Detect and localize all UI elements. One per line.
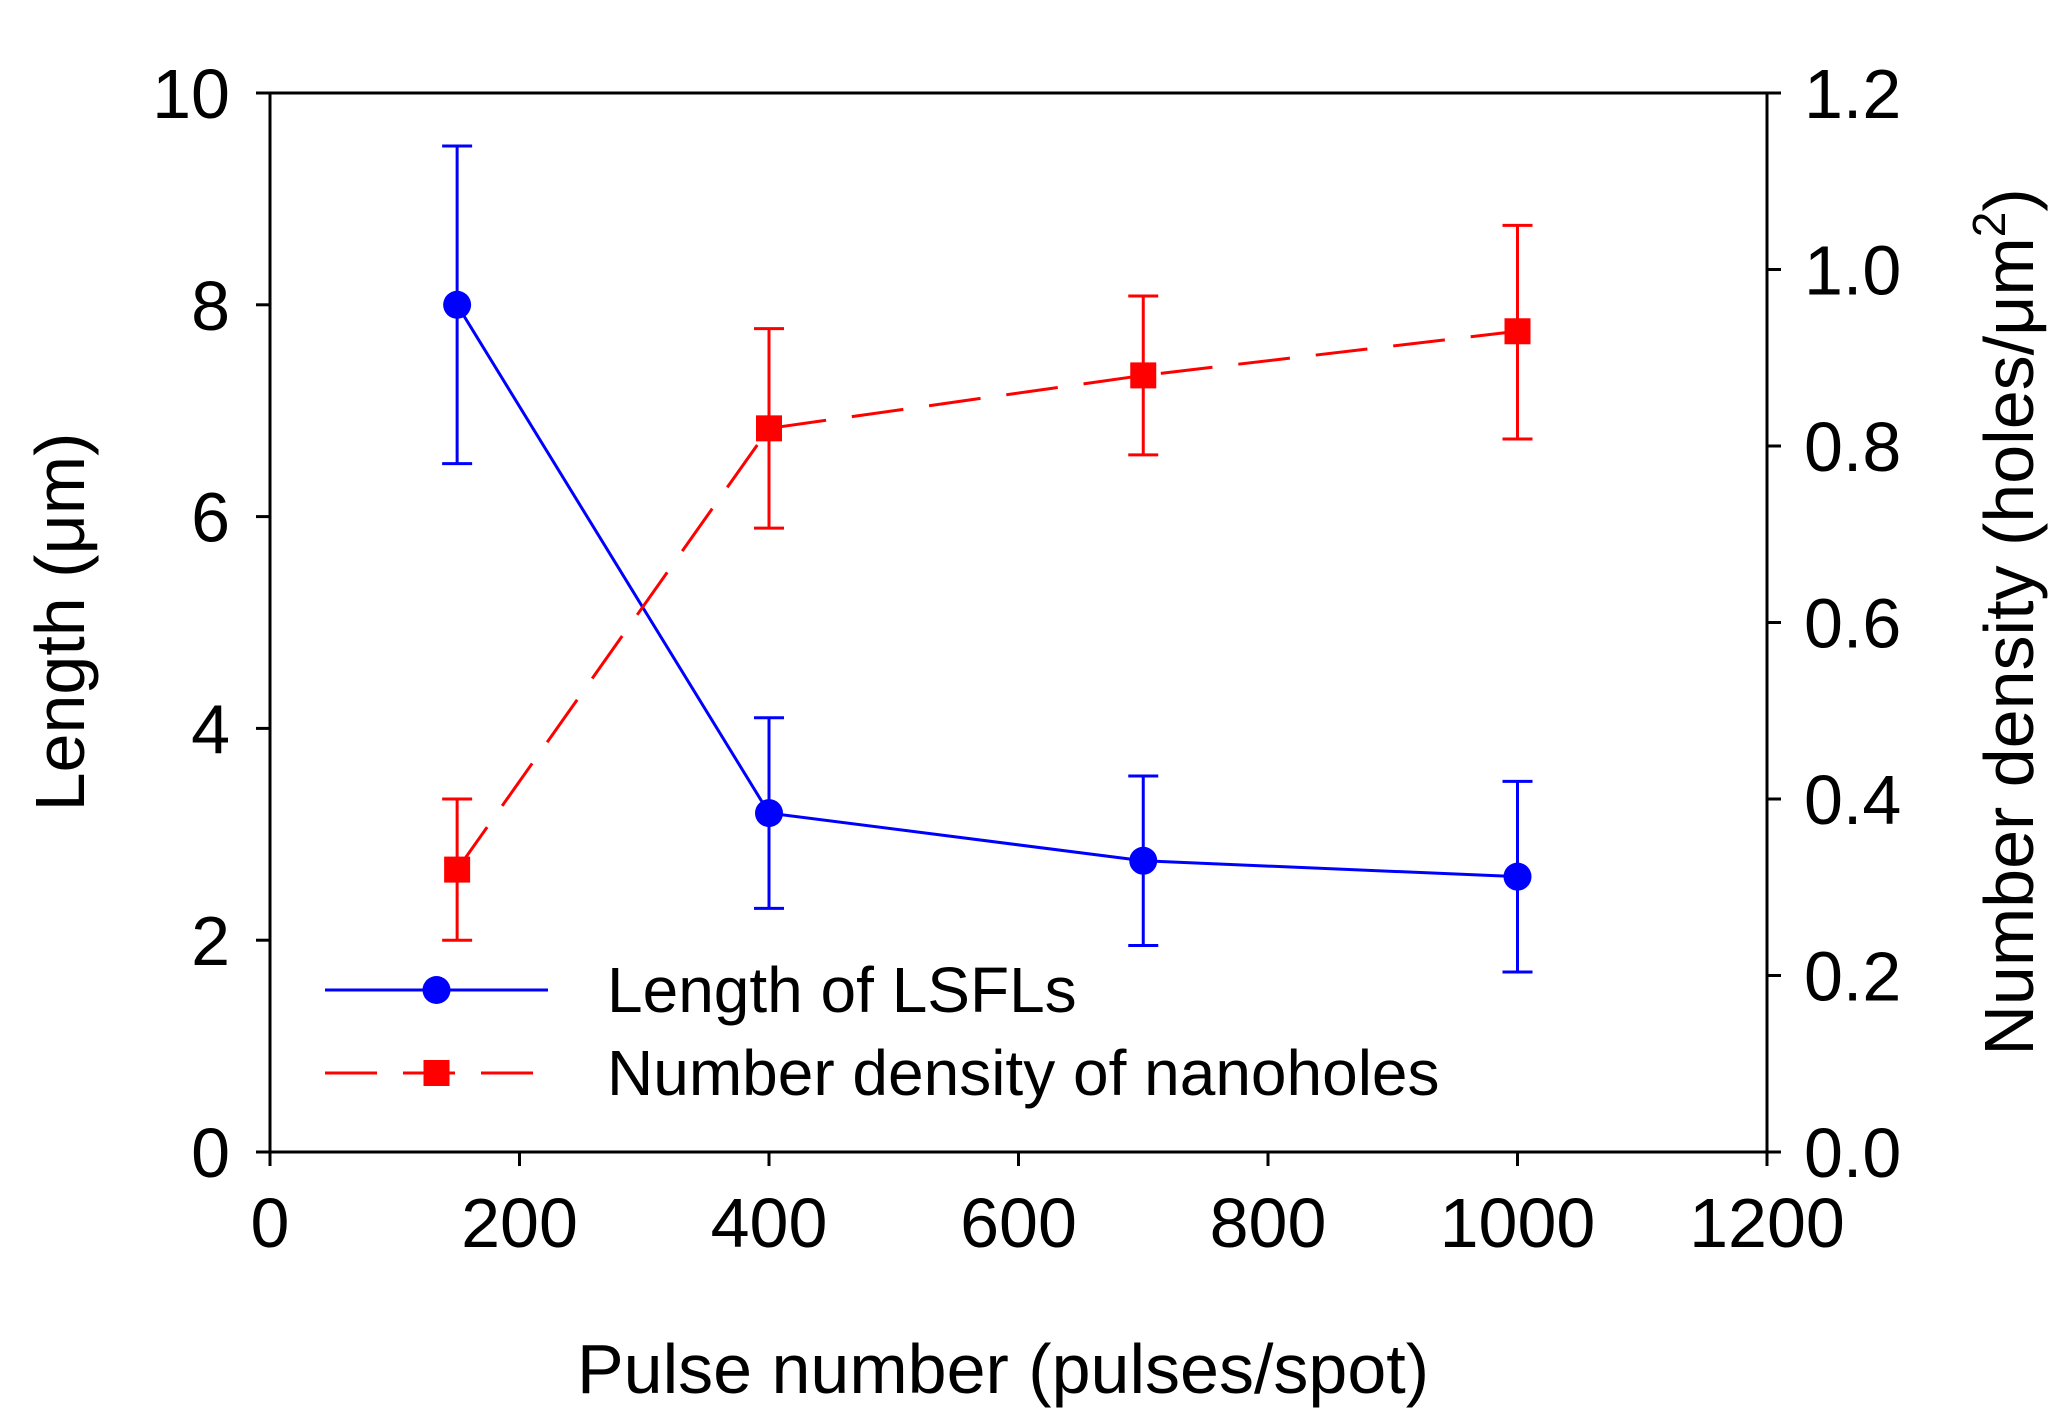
legend-entry-1: Length of LSFLs [325,954,1077,1026]
y-axis-title-right-main: Number density (holes/μm [1970,237,2048,1055]
y-axis-title-left: Length (μm) [21,433,99,812]
y-tick-label-right: 0.8 [1804,408,1901,486]
series-line-1 [455,304,1518,879]
x-tick-label: 600 [960,1184,1077,1262]
x-tick-label: 1200 [1689,1184,1845,1262]
y-tick-label-right: 1.0 [1804,232,1901,310]
legend: Length of LSFLs Number density of nanohol… [325,954,1440,1109]
legend-marker-square [423,1060,450,1086]
data-point-square [444,856,471,883]
x-tick-label: 200 [461,1184,578,1262]
legend-label: Length of LSFLs [607,954,1077,1026]
plot-area [442,144,1533,974]
x-tick-label: 400 [711,1184,828,1262]
y-tick-label-right: 0.2 [1804,938,1901,1016]
legend-marker-circle [422,976,451,1004]
x-tick-label: 0 [251,1184,290,1262]
data-point-square [756,415,782,442]
y-tick-label-right: 0.4 [1804,761,1901,839]
data-point-square [1130,362,1157,389]
data-point-circle [1129,846,1158,875]
data-point-circle [1503,862,1532,891]
data-point-circle [755,799,783,828]
y-tick-label-left: 2 [191,902,230,980]
x-tick-label: 800 [1210,1184,1327,1262]
legend-entry-2: Number density of nanoholes [325,1037,1440,1109]
y-tick-label-right: 0.6 [1804,585,1901,663]
y-axis-title-right-close: ) [1970,188,2048,211]
x-axis-title: Pulse number (pulses/spot) [577,1330,1429,1408]
y-tick-label-left: 6 [191,479,230,557]
y-tick-label-right: 0.0 [1804,1114,1901,1192]
legend-label: Number density of nanoholes [607,1037,1440,1109]
x-tick-label: 1000 [1440,1184,1596,1262]
axes: 0 200 400 600 800 1000 1200 0 2 4 6 8 10 0.0 0.2 0.4 0.6… [152,55,1901,1262]
y-tick-label-left: 4 [191,690,230,768]
y-tick-label-left: 0 [191,1114,230,1192]
series-2 [442,223,1533,942]
y-tick-label-left: 10 [152,55,230,133]
series-1 [442,144,1533,974]
y-tick-label-left: 8 [191,267,230,345]
y-tick-label-right: 1.2 [1804,55,1901,133]
series-line-2 [455,329,1518,871]
data-point-square [1504,318,1531,345]
y-axis-title-right-superscript: 2 [1963,212,2015,238]
data-point-circle [443,290,472,319]
y-axis-title-right: Number density (holes/μm2) [1963,188,2048,1055]
